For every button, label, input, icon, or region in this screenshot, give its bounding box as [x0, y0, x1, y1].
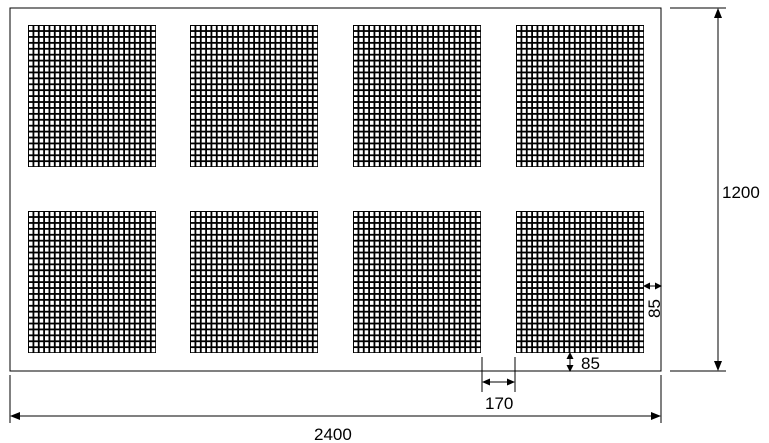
gap-dimension: 170: [482, 378, 515, 413]
mesh-panel-r2-c2: [190, 211, 318, 353]
right-margin-dimension: 85: [643, 282, 664, 318]
height-label: 1200: [722, 183, 760, 202]
mesh-panel-r1-c4: [516, 25, 644, 167]
mesh-panel-r2-c3: [353, 211, 481, 353]
extension-lines: [9, 7, 726, 423]
height-dimension: 1200: [714, 8, 760, 371]
panel-grid: [28, 25, 644, 353]
mesh-panel-r1-c3: [353, 25, 481, 167]
bottom-margin-label: 85: [581, 354, 600, 373]
width-dimension: 2400: [10, 412, 661, 443]
mesh-panel-r2-c4: [516, 211, 644, 353]
right-margin-label: 85: [645, 299, 664, 318]
bottom-margin-dimension: 85: [566, 352, 600, 373]
width-label: 2400: [314, 425, 352, 443]
mesh-panel-r1-c2: [190, 25, 318, 167]
gap-label: 170: [485, 394, 513, 413]
mesh-panel-r2-c1: [28, 211, 156, 353]
mesh-panel-r1-c1: [28, 25, 156, 167]
